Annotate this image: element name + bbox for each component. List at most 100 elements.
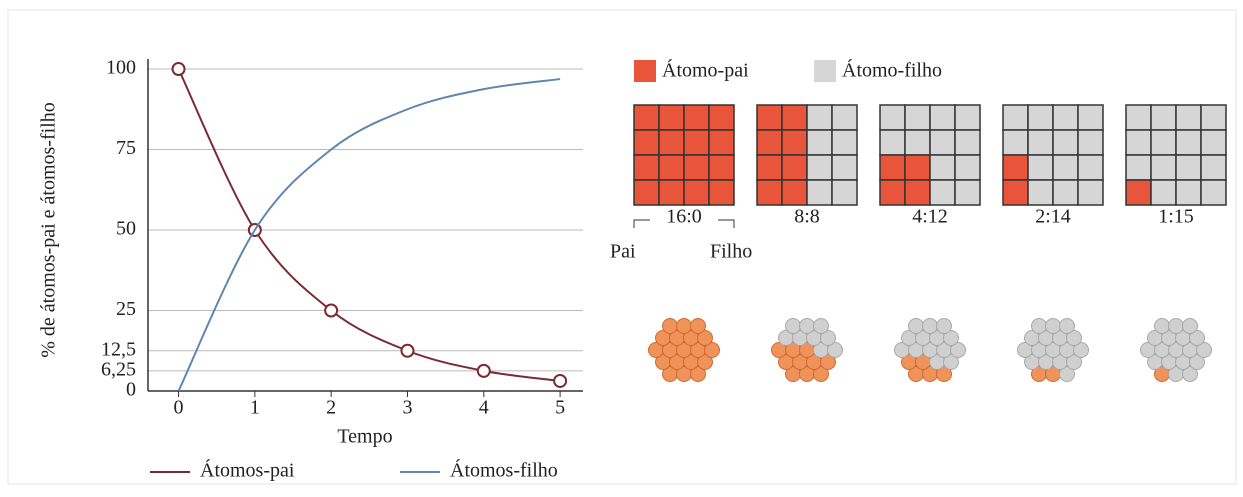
grid-cell [684,155,709,180]
grid-cell [930,105,955,130]
grid-cell [1126,180,1151,205]
atom [1183,319,1198,334]
grid-cell [1028,130,1053,155]
x-tick-label: 4 [479,397,489,419]
grid-cell [1053,130,1078,155]
grid-cell [634,155,659,180]
legend-label: Átomos-filho [450,459,558,482]
atom-cluster [649,319,720,382]
grid-cell [1078,180,1103,205]
y-tick-label: 0 [126,379,136,401]
grid-cell [832,105,857,130]
grid-cell [1201,180,1226,205]
grid-cell [659,105,684,130]
grid-cell [1201,130,1226,155]
grid-cell [905,105,930,130]
y-axis-label: % de átomos-pai e átomos-filho [38,102,60,358]
grid-cell [930,155,955,180]
grid-cell [659,180,684,205]
y-tick-label: 25 [116,298,136,320]
grid-cell [1126,130,1151,155]
atom [923,319,938,334]
grid-cell [807,180,832,205]
grid-cell [709,155,734,180]
grid-cell [659,155,684,180]
filho-label: Filho [710,241,752,263]
grid-cell [1003,105,1028,130]
grid-cell [832,180,857,205]
legend-label: Átomo-pai [662,59,749,82]
point [401,345,413,357]
grid-cell [1003,130,1028,155]
grid-cell [1151,130,1176,155]
atom [786,319,801,334]
point [173,63,185,75]
ratio-label: 4:12 [912,206,948,228]
grid-cell [1126,155,1151,180]
grid-cell [1028,155,1053,180]
x-tick-label: 0 [174,397,184,419]
atom [1046,319,1061,334]
grid-cell [782,180,807,205]
grid-cell [905,130,930,155]
grid-cell [1078,155,1103,180]
grid-cell [955,130,980,155]
grid-cell [955,155,980,180]
grid-cell [757,130,782,155]
x-tick-label: 1 [250,397,260,419]
grid-cell [832,155,857,180]
ratio-label: 16:0 [666,206,702,228]
grid-cell [1078,105,1103,130]
atom [909,319,924,334]
grid-cell [1028,105,1053,130]
grid-cell [709,180,734,205]
grid-cell [807,105,832,130]
grid-cell [1176,130,1201,155]
grid-cell [1126,105,1151,130]
atom [937,319,952,334]
x-tick-label: 3 [402,397,412,419]
grid-cell [634,130,659,155]
y-tick-label: 75 [116,137,136,159]
grid-cell [807,130,832,155]
atom-cluster [895,319,966,382]
ratio-grid [634,105,734,205]
grid-cell [1201,105,1226,130]
atom-cluster [1141,319,1212,382]
ratio-grid [1003,105,1103,205]
grid-cell [684,180,709,205]
grid-cell [1151,105,1176,130]
grid-cell [634,180,659,205]
grid-cell [930,130,955,155]
y-tick-label: 6,25 [101,358,136,380]
grid-cell [807,155,832,180]
pai-label: Pai [610,241,636,263]
y-tick-label: 100 [106,57,136,79]
series-line [179,79,561,391]
atom [663,319,678,334]
atom-cluster [772,319,843,382]
atom [1169,319,1184,334]
point [554,375,566,387]
ratio-label: 1:15 [1158,206,1194,228]
atom [677,319,692,334]
grid-cell [634,105,659,130]
grid-cell [930,180,955,205]
atom [691,319,706,334]
y-tick-label: 12,5 [101,338,136,360]
ratio-grid [880,105,980,205]
grid-cell [955,180,980,205]
grid-cell [1078,130,1103,155]
grid-cell [1003,155,1028,180]
grid-cell [1151,155,1176,180]
grid-cell [757,180,782,205]
atom [1032,319,1047,334]
grid-cell [1176,180,1201,205]
point [325,305,337,317]
grid-cell [1053,180,1078,205]
grid-cell [1151,180,1176,205]
grid-cell [955,105,980,130]
x-tick-label: 5 [555,397,565,419]
grid-cell [905,180,930,205]
grid-cell [1028,180,1053,205]
